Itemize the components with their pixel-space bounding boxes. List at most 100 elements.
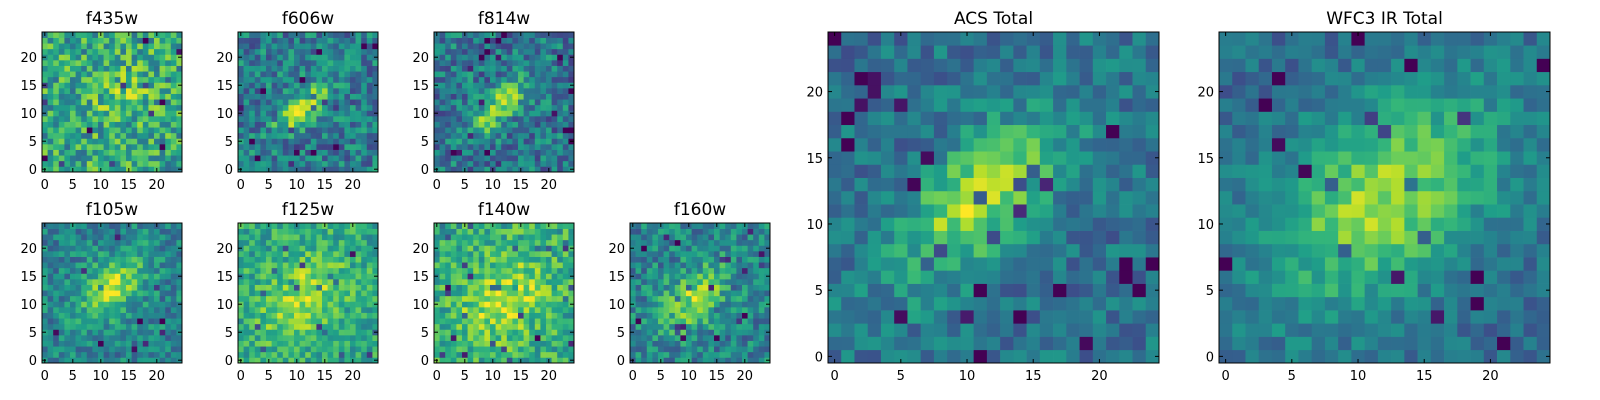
- heatmap-cell: [456, 234, 463, 241]
- heatmap-cell: [439, 132, 446, 139]
- heatmap-cell: [506, 149, 513, 156]
- heatmap-cell: [176, 65, 183, 72]
- heatmap-cell: [249, 32, 256, 38]
- heatmap-cell: [568, 346, 575, 353]
- heatmap-cell: [170, 104, 177, 111]
- heatmap-cell: [282, 110, 289, 117]
- heatmap-cell: [159, 65, 166, 72]
- heatmap-cell: [114, 160, 121, 167]
- heatmap-cell: [540, 335, 547, 341]
- heatmap-cell: [299, 245, 306, 252]
- heatmap-cell: [361, 71, 368, 78]
- heatmap-cell: [708, 357, 715, 364]
- heatmap-cell: [512, 65, 519, 72]
- heatmap-cell: [350, 82, 356, 89]
- heatmap-cell: [92, 32, 99, 38]
- heatmap-cell: [260, 284, 267, 291]
- heatmap-cell: [310, 340, 317, 347]
- heatmap-cell: [501, 279, 508, 285]
- heatmap-cell: [350, 234, 356, 241]
- heatmap-cell: [680, 228, 687, 235]
- heatmap-cell: [327, 160, 334, 167]
- heatmap-cell: [355, 228, 362, 235]
- heatmap-cell: [434, 65, 440, 72]
- heatmap-cell: [120, 116, 127, 122]
- heatmap-cell: [462, 245, 468, 252]
- heatmap-cell: [109, 138, 116, 145]
- heatmap-cell: [42, 228, 48, 235]
- heatmap-cell: [103, 301, 110, 308]
- heatmap-cell: [529, 116, 536, 122]
- heatmap-cell: [114, 88, 121, 94]
- heatmap-cell: [148, 155, 155, 162]
- heatmap-cell: [294, 155, 300, 162]
- heatmap-cell: [1106, 217, 1120, 231]
- heatmap-cell: [310, 239, 317, 246]
- heatmap-cell: [1132, 217, 1147, 231]
- heatmap-cell: [753, 307, 760, 313]
- heatmap-cell: [490, 99, 496, 106]
- heatmap-cell: [658, 307, 664, 313]
- heatmap-cell: [333, 340, 340, 347]
- heatmap-cell: [947, 257, 961, 271]
- heatmap-cell: [310, 307, 317, 313]
- heatmap-cell: [501, 318, 508, 325]
- heatmap-cell: [907, 336, 922, 351]
- heatmap-cell: [445, 223, 452, 229]
- heatmap-cell: [170, 234, 177, 241]
- heatmap-cell: [176, 60, 183, 66]
- heatmap-cell: [254, 307, 261, 313]
- heatmap-cell: [53, 323, 60, 330]
- heatmap-cell: [372, 228, 379, 235]
- y-tick-label: 5: [29, 135, 37, 150]
- heatmap-cell: [58, 312, 65, 319]
- heatmap-cell: [557, 318, 564, 325]
- heatmap-cell: [1039, 177, 1054, 192]
- heatmap-cell: [109, 262, 116, 269]
- heatmap-cell: [327, 93, 334, 100]
- heatmap-cell: [725, 245, 732, 252]
- heatmap-cell: [114, 228, 121, 235]
- heatmap-cell: [70, 60, 76, 66]
- heatmap-cell: [75, 71, 82, 78]
- heatmap-cell: [540, 223, 547, 229]
- heatmap-cell: [456, 160, 463, 167]
- heatmap-cell: [159, 110, 166, 117]
- heatmap-cell: [361, 256, 368, 263]
- heatmap-cell: [142, 65, 149, 72]
- heatmap-cell: [126, 239, 132, 246]
- heatmap-cell: [702, 329, 709, 336]
- heatmap-cell: [81, 262, 88, 269]
- heatmap-cell: [439, 48, 446, 55]
- heatmap-cell: [1092, 270, 1107, 284]
- heatmap-cell: [126, 149, 132, 156]
- heatmap-cell: [47, 144, 54, 150]
- heatmap-cell: [495, 155, 502, 162]
- heatmap-cell: [697, 290, 704, 297]
- heatmap-cell: [439, 340, 446, 347]
- heatmap-cell: [254, 149, 261, 156]
- heatmap-cell: [495, 234, 502, 241]
- heatmap-cell: [120, 245, 127, 252]
- heatmap-cell: [473, 144, 480, 150]
- heatmap-cell: [753, 329, 760, 336]
- heatmap-cell: [490, 48, 496, 55]
- heatmap-cell: [529, 262, 536, 269]
- heatmap-cell: [568, 71, 575, 78]
- heatmap-cell: [299, 351, 306, 358]
- heatmap-cell: [691, 312, 698, 319]
- heatmap-cell: [719, 223, 726, 229]
- heatmap-cell: [266, 239, 272, 246]
- heatmap-cell: [254, 166, 261, 173]
- heatmap-cell: [467, 239, 474, 246]
- heatmap-cell: [333, 245, 340, 252]
- heatmap-cell: [327, 127, 334, 134]
- heatmap-cell: [338, 228, 345, 235]
- heatmap-cell: [53, 82, 60, 89]
- heatmap-cell: [243, 121, 250, 128]
- heatmap-cell: [58, 357, 65, 364]
- heatmap-cell: [103, 160, 110, 167]
- heatmap-cell: [702, 340, 709, 347]
- heatmap-cell: [1013, 190, 1027, 205]
- heatmap-cell: [109, 290, 116, 297]
